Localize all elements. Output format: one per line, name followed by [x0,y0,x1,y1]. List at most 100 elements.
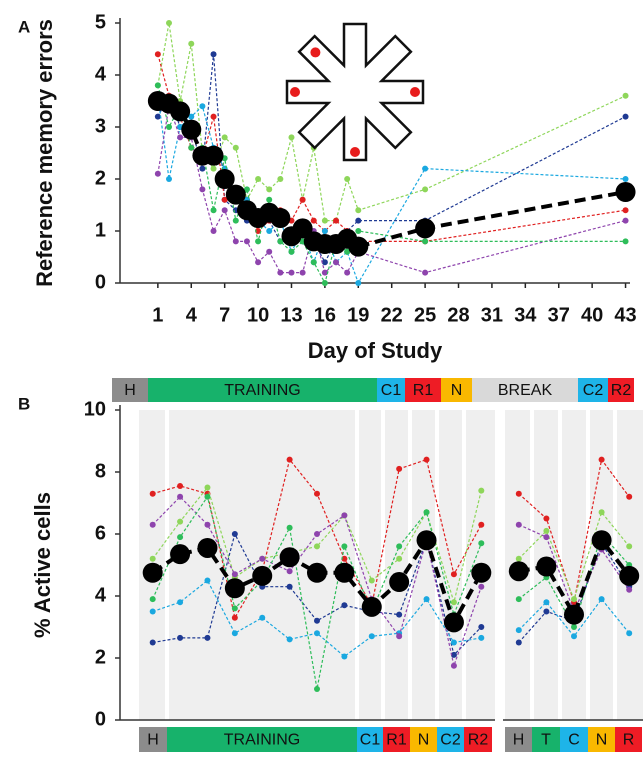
mean-point [203,145,224,166]
phase-block [532,727,560,752]
subject-point [177,534,184,541]
phase-label: R2 [468,732,489,749]
mean-point [443,612,464,633]
subject-point [165,124,172,130]
subject-point [314,617,320,624]
subject-point [204,493,211,500]
phase-label: R1 [386,732,407,749]
phase-label: N [451,382,463,399]
subject-point [543,608,550,615]
subject-point [571,633,577,640]
mean-point [142,562,163,583]
mean-point [536,556,557,577]
phase-block [405,378,441,402]
mean-point [252,565,273,586]
phase-block [505,727,532,752]
mean-point [224,578,245,599]
subject-point [255,259,262,266]
phase-label: H [147,732,159,749]
subject-point [355,207,362,214]
x-tick-label: 13 [280,304,302,326]
phase-label: H [124,382,136,399]
subject-point [288,269,295,276]
subject-point [515,627,522,634]
subject-point [177,599,184,606]
subject-point [396,555,403,562]
x-tick-label: 4 [186,304,198,326]
subject-point [396,465,403,472]
subject-point [314,531,320,537]
subject-point [154,170,161,177]
x-tick-label: 37 [548,304,570,326]
subject-point [450,662,457,669]
subject-point [344,248,351,255]
subject-point [288,248,295,255]
subject-point [277,176,284,182]
subject-point [478,487,485,494]
panel-label: A [18,17,30,36]
phase-label: C2 [583,382,604,399]
subject-point [299,269,306,276]
y-tick-label: 0 [95,271,106,293]
subject-point [396,633,403,640]
subject-point [299,196,306,203]
phase-block [148,378,377,402]
subject-point [288,134,295,141]
subject-point [478,583,485,590]
subject-point [423,596,430,603]
subject-point [626,586,633,593]
y-tick-label: 4 [95,63,107,85]
subject-point [478,624,485,630]
subject-point [277,238,284,245]
subject-point [622,113,629,120]
y-tick-label: 2 [95,646,106,668]
subject-point [571,624,577,630]
subject-point [626,493,633,500]
phase-label: H [513,732,525,749]
subject-point [368,577,375,584]
y-tick-label: 5 [95,11,106,33]
subject-point [450,639,457,646]
phase-block [608,378,634,402]
subject-point [543,599,550,606]
mean-point [181,119,202,140]
phase-label: R [623,732,635,749]
subject-point [598,509,605,516]
phase-label: C2 [440,732,461,749]
y-tick-label: 1 [95,219,106,241]
subject-point [243,238,250,245]
x-tick-label: 1 [152,304,163,326]
y-tick-label: 8 [95,460,106,482]
subject-point [177,518,184,525]
phase-label: TRAINING [224,382,300,399]
y-tick-label: 10 [84,398,106,420]
x-tick-label: 22 [381,304,403,326]
subject-point [422,186,429,193]
phase-block [578,378,608,402]
subject-point [149,490,156,497]
subject-point [450,599,457,606]
subject-point [231,614,238,621]
subject-point [321,269,328,276]
x-tick-label: 10 [247,304,269,326]
mean-point [279,547,300,568]
subject-point [177,134,184,141]
subject-point [221,196,228,203]
subject-point [423,456,430,463]
subject-point [210,113,217,120]
subject-point [310,259,317,266]
phase-label: N [596,732,608,749]
mean-point [197,537,218,558]
subject-point [177,482,184,489]
subject-point [622,217,629,224]
subject-point [149,555,156,562]
phase-block [437,727,464,752]
y-tick-label: 2 [95,167,106,189]
subject-line [518,524,630,614]
phase-block [410,727,437,752]
subject-point [149,521,156,528]
mean-point [214,169,235,189]
subject-point [231,571,238,578]
phase-label: R2 [611,382,632,399]
subject-point [221,134,228,141]
